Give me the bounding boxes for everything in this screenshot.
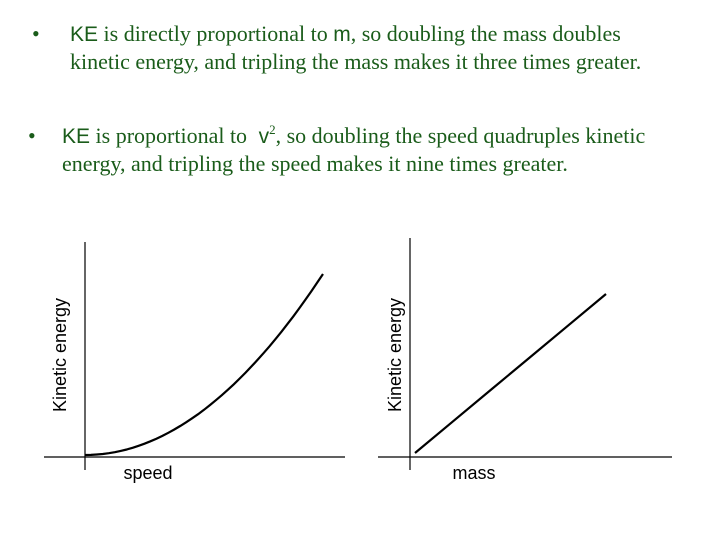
bullet-marker: • (28, 123, 36, 148)
x-axis-label: mass (452, 463, 495, 483)
y-axis-label: Kinetic energy (50, 298, 70, 412)
ke-mass-line (414, 293, 607, 454)
ke-speed-curve (84, 273, 324, 457)
variable-v: v (258, 125, 270, 148)
text-segment: , so doubling the speed quadruples kinet… (62, 123, 646, 176)
bullet-mass: • KE is directly proportional to m, so d… (32, 20, 672, 75)
bullet-text: KE is proportional to v2, so doubling th… (62, 122, 688, 177)
text-segment: is proportional to (90, 123, 253, 148)
exponent: 2 (269, 122, 276, 137)
x-axis-label: speed (123, 463, 172, 483)
y-axis-label: Kinetic energy (385, 298, 405, 412)
text-segment: , so doubling the mass doubles kinetic e… (70, 21, 642, 74)
graph-mass: mass Kinetic energy (378, 238, 672, 483)
bullet-marker: • (32, 21, 40, 46)
symbol-ke: KE (70, 23, 99, 46)
text-segment: is directly proportional to (98, 21, 334, 46)
variable-m: m (333, 23, 351, 46)
graph-speed: speed Kinetic energy (44, 242, 345, 483)
symbol-ke: KE (62, 125, 91, 148)
bullet-speed: • KE is proportional to v2, so doubling … (28, 122, 688, 177)
bullet-text: KE is directly proportional to m, so dou… (70, 20, 672, 75)
